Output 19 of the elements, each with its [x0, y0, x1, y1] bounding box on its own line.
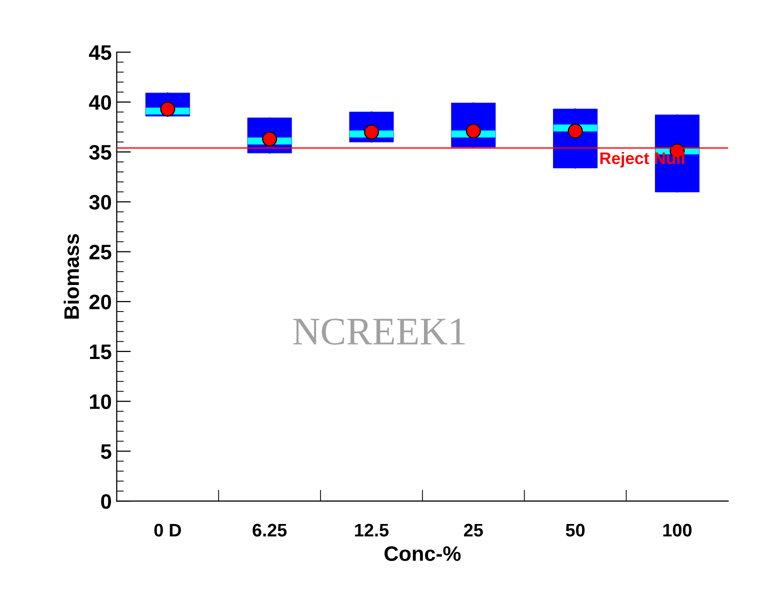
y-tick-label: 35: [89, 144, 112, 160]
y-tick-label: 5: [100, 444, 112, 459]
y-tick-label: 10: [90, 394, 112, 410]
x-tick-label: 6.25: [252, 524, 287, 537]
y-tick-label: 45: [89, 45, 112, 60]
x-tick-label: 0 D: [154, 524, 181, 537]
y-tick-label: 0: [101, 494, 112, 509]
annotation: NCREEK1: [293, 318, 465, 345]
y-tick-label: 15: [90, 344, 112, 360]
y-axis-title: Biomass: [64, 234, 80, 319]
x-tick-label: 50: [566, 524, 585, 537]
y-tick-label: 20: [89, 294, 112, 310]
y-tick-label: 40: [89, 95, 112, 110]
x-axis-title: Conc-%: [384, 546, 461, 561]
x-tick-label: 25: [464, 524, 483, 537]
y-tick-label: 25: [89, 244, 112, 260]
x-tick-label: 100: [663, 524, 692, 537]
y-tick-label: 30: [89, 194, 112, 210]
x-tick-label: 12.5: [355, 524, 389, 537]
